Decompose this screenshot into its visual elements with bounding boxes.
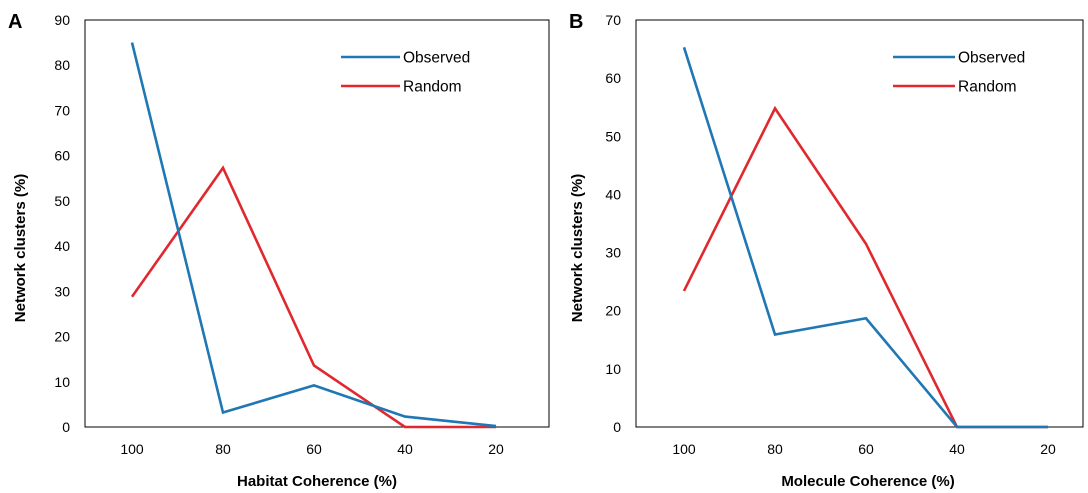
series-line-b-observed (682, 46, 1048, 429)
legend-label-a-observed: Observed (403, 50, 470, 67)
x-tick-label-a-40: 40 (397, 441, 413, 457)
y-tick-label-a-80: 80 (54, 57, 70, 73)
x-tick-label-a-80: 80 (215, 441, 231, 457)
panel-label-a: A (8, 11, 22, 33)
y-tick-label-b-40: 40 (605, 186, 621, 202)
x-ticks-a: 100 80 60 40 20 (120, 441, 504, 457)
y-tick-label-b-50: 50 (605, 128, 621, 144)
y-tick-label-a-90: 90 (54, 12, 70, 28)
series-lines-a (130, 42, 497, 429)
legend-label-b-random: Random (958, 79, 1017, 96)
y-tick-label-b-70: 70 (605, 12, 621, 28)
x-axis-label-a: Habitat Coherence (%) (237, 473, 397, 490)
x-tick-label-b-40: 40 (949, 441, 965, 457)
series-line-a-observed (130, 42, 497, 428)
y-tick-label-a-10: 10 (54, 374, 70, 390)
y-tick-label-a-30: 30 (54, 283, 70, 299)
x-tick-label-b-60: 60 (858, 441, 874, 457)
x-tick-label-b-20: 20 (1040, 441, 1056, 457)
x-tick-label-b-80: 80 (767, 441, 783, 457)
y-tick-label-b-60: 60 (605, 70, 621, 86)
y-tick-label-b-10: 10 (605, 361, 621, 377)
y-tick-label-a-70: 70 (54, 102, 70, 118)
series-lines-b (682, 46, 1048, 429)
x-tick-label-b-100: 100 (672, 441, 696, 457)
panel-label-b: B (569, 11, 583, 33)
y-tick-label-a-50: 50 (54, 193, 70, 209)
y-tick-label-b-30: 30 (605, 245, 621, 261)
series-line-a-random (130, 165, 496, 429)
x-tick-label-a-20: 20 (488, 441, 504, 457)
x-tick-label-a-60: 60 (306, 441, 322, 457)
y-axis-label-a: Network clusters (%) (12, 174, 29, 322)
y-tick-label-b-20: 20 (605, 303, 621, 319)
y-tick-label-a-60: 60 (54, 148, 70, 164)
y-ticks-a: 0 10 20 30 40 50 60 70 80 90 (54, 12, 70, 435)
panel-b: B Network clusters (%) Molecule Coherenc… (569, 11, 1084, 490)
plot-frame-a (84, 19, 550, 428)
legend-b: Observed Random (893, 50, 1025, 96)
panel-a: A Network clusters (%) Habitat Coherence… (8, 11, 550, 490)
y-axis-label-b: Network clusters (%) (569, 174, 586, 322)
legend-label-a-random: Random (403, 79, 462, 96)
y-tick-label-a-20: 20 (54, 329, 70, 345)
y-tick-label-a-0: 0 (62, 419, 70, 435)
x-ticks-b: 100 80 60 40 20 (672, 441, 1056, 457)
legend-a: Observed Random (341, 50, 470, 96)
x-axis-label-b: Molecule Coherence (%) (781, 473, 954, 490)
series-line-b-random (682, 105, 1048, 429)
legend-label-b-observed: Observed (958, 50, 1025, 67)
y-ticks-b: 0 10 20 30 40 50 60 70 (605, 12, 621, 435)
plot-frame-b (635, 19, 1084, 428)
y-tick-label-b-0: 0 (613, 419, 621, 435)
x-tick-label-a-100: 100 (120, 441, 144, 457)
y-tick-label-a-40: 40 (54, 238, 70, 254)
